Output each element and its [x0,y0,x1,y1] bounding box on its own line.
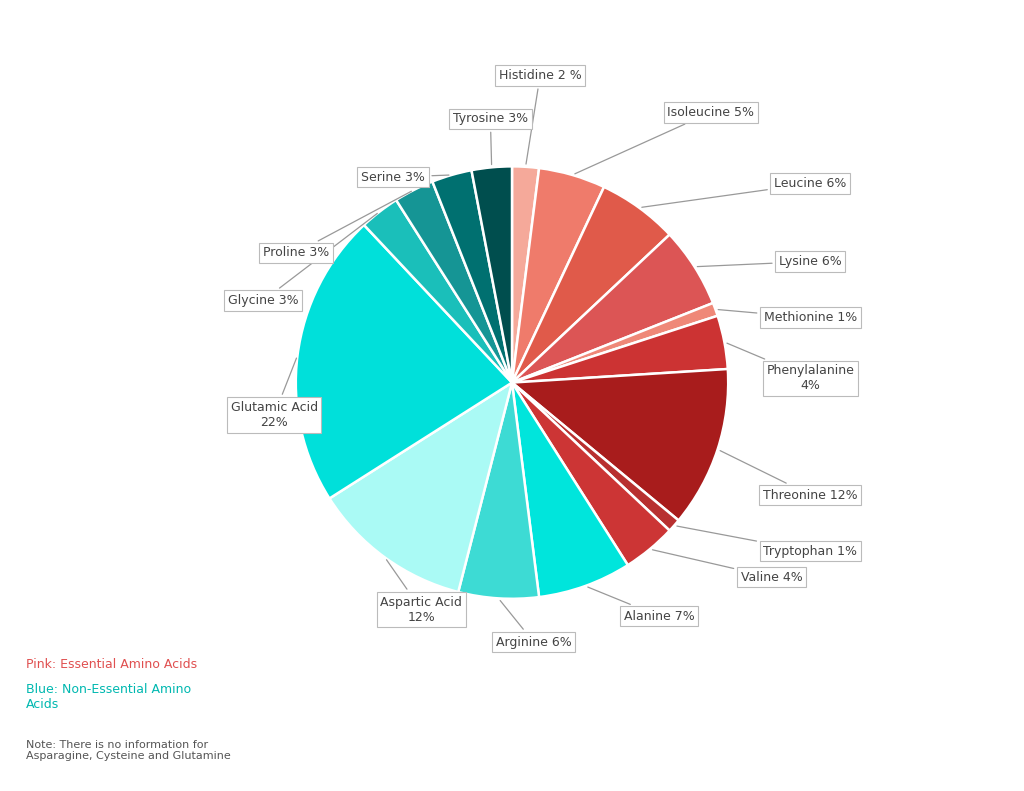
Text: Lysine 6%: Lysine 6% [697,255,842,268]
Text: Glycine 3%: Glycine 3% [228,214,377,307]
Wedge shape [432,170,512,383]
Text: Note: There is no information for
Asparagine, Cysteine and Glutamine: Note: There is no information for Aspara… [26,740,230,762]
Text: Tryptophan 1%: Tryptophan 1% [677,526,857,558]
Wedge shape [512,235,713,383]
Text: Proline 3%: Proline 3% [263,191,412,259]
Text: Histidine 2 %: Histidine 2 % [499,69,582,164]
Wedge shape [471,166,512,383]
Wedge shape [512,303,718,383]
Wedge shape [512,187,670,383]
Text: Glutamic Acid
22%: Glutamic Acid 22% [230,358,317,429]
Text: Isoleucine 5%: Isoleucine 5% [574,106,755,174]
Text: Serine 3%: Serine 3% [361,171,449,184]
Wedge shape [512,369,728,520]
Wedge shape [512,383,628,597]
Text: Blue: Non-Essential Amino
Acids: Blue: Non-Essential Amino Acids [26,683,190,711]
Wedge shape [330,383,512,592]
Text: Arginine 6%: Arginine 6% [496,600,571,649]
Wedge shape [512,383,679,531]
Text: Valine 4%: Valine 4% [652,550,803,584]
Wedge shape [458,383,539,599]
Text: Alanine 7%: Alanine 7% [588,587,694,623]
Text: Pink: Essential Amino Acids: Pink: Essential Amino Acids [26,658,197,672]
Text: Phenylalanine
4%: Phenylalanine 4% [727,343,854,392]
Wedge shape [396,182,512,383]
Wedge shape [296,225,512,498]
Text: Aspartic Acid
12%: Aspartic Acid 12% [380,560,462,623]
Text: Tyrosine 3%: Tyrosine 3% [453,112,528,165]
Wedge shape [512,166,539,383]
Wedge shape [512,383,670,565]
Wedge shape [512,316,728,383]
Wedge shape [364,200,512,383]
Text: Methionine 1%: Methionine 1% [718,309,857,324]
Text: Leucine 6%: Leucine 6% [642,177,847,207]
Text: Threonine 12%: Threonine 12% [720,451,858,501]
Wedge shape [512,168,604,383]
